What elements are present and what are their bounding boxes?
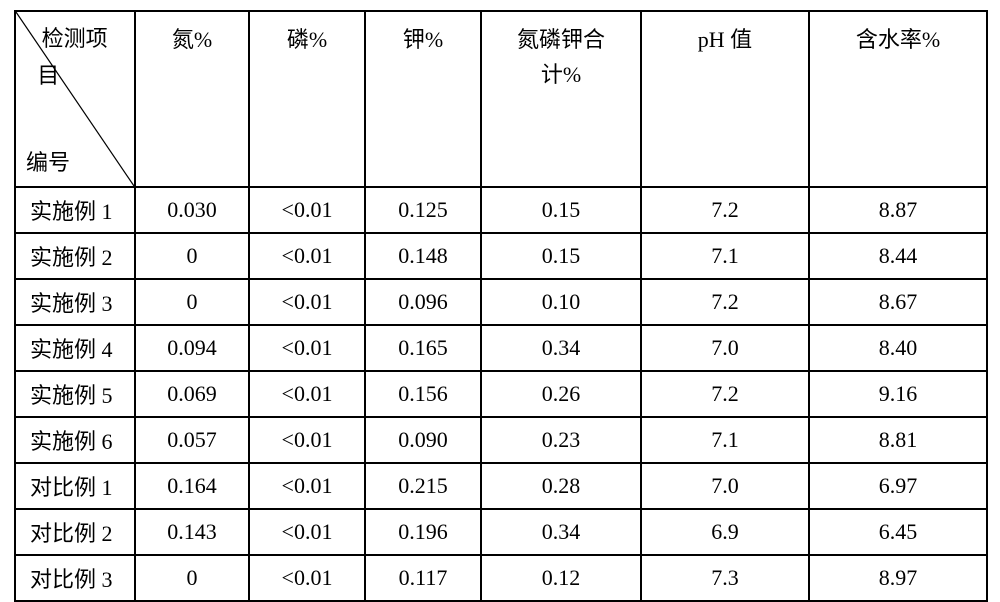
cell-ph: 7.2 (641, 187, 809, 233)
cell-ph: 7.1 (641, 233, 809, 279)
cell-n: 0 (135, 555, 249, 601)
table-row: 对比例 2 0.143 <0.01 0.196 0.34 6.9 6.45 (15, 509, 987, 555)
col-header-water: 含水率% (809, 11, 987, 187)
cell-k: 0.125 (365, 187, 481, 233)
cell-k: 0.096 (365, 279, 481, 325)
cell-id: 实施例 4 (15, 325, 135, 371)
cell-k: 0.215 (365, 463, 481, 509)
header-diagonal-cell: 检测项 目 编号 (15, 11, 135, 187)
header-diag-top-line1: 检测项 (42, 26, 108, 51)
data-table: 检测项 目 编号 氮% 磷% 钾% 氮磷钾合 计% pH 值 含水率% 实施例 … (14, 10, 988, 602)
col-header-npk-l1: 氮磷钾合 (517, 27, 605, 52)
table-row: 实施例 3 0 <0.01 0.096 0.10 7.2 8.67 (15, 279, 987, 325)
header-diag-bottom: 编号 (26, 145, 70, 180)
cell-ph: 7.1 (641, 417, 809, 463)
col-header-ph: pH 值 (641, 11, 809, 187)
cell-n: 0 (135, 279, 249, 325)
cell-p: <0.01 (249, 187, 365, 233)
cell-p: <0.01 (249, 371, 365, 417)
cell-water: 8.40 (809, 325, 987, 371)
col-header-n: 氮% (135, 11, 249, 187)
table-row: 实施例 4 0.094 <0.01 0.165 0.34 7.0 8.40 (15, 325, 987, 371)
cell-npk: 0.26 (481, 371, 641, 417)
cell-id: 实施例 3 (15, 279, 135, 325)
header-diag-top: 检测项 目 (24, 20, 124, 95)
cell-id: 对比例 2 (15, 509, 135, 555)
cell-p: <0.01 (249, 509, 365, 555)
cell-id: 实施例 2 (15, 233, 135, 279)
cell-p: <0.01 (249, 279, 365, 325)
cell-id: 对比例 1 (15, 463, 135, 509)
table-row: 对比例 1 0.164 <0.01 0.215 0.28 7.0 6.97 (15, 463, 987, 509)
cell-id: 实施例 6 (15, 417, 135, 463)
cell-p: <0.01 (249, 233, 365, 279)
table-row: 对比例 3 0 <0.01 0.117 0.12 7.3 8.97 (15, 555, 987, 601)
cell-id: 对比例 3 (15, 555, 135, 601)
cell-p: <0.01 (249, 463, 365, 509)
cell-npk: 0.10 (481, 279, 641, 325)
table-row: 实施例 5 0.069 <0.01 0.156 0.26 7.2 9.16 (15, 371, 987, 417)
cell-k: 0.148 (365, 233, 481, 279)
cell-k: 0.156 (365, 371, 481, 417)
cell-p: <0.01 (249, 325, 365, 371)
cell-ph: 7.0 (641, 325, 809, 371)
cell-ph: 6.9 (641, 509, 809, 555)
table-row: 实施例 2 0 <0.01 0.148 0.15 7.1 8.44 (15, 233, 987, 279)
cell-npk: 0.15 (481, 187, 641, 233)
page: 检测项 目 编号 氮% 磷% 钾% 氮磷钾合 计% pH 值 含水率% 实施例 … (0, 0, 1000, 593)
cell-k: 0.165 (365, 325, 481, 371)
header-diag-top-line2: 目 (37, 63, 59, 88)
cell-water: 8.81 (809, 417, 987, 463)
col-header-k: 钾% (365, 11, 481, 187)
cell-n: 0.164 (135, 463, 249, 509)
cell-n: 0.143 (135, 509, 249, 555)
cell-water: 6.45 (809, 509, 987, 555)
cell-k: 0.090 (365, 417, 481, 463)
cell-p: <0.01 (249, 555, 365, 601)
cell-water: 6.97 (809, 463, 987, 509)
col-header-npk: 氮磷钾合 计% (481, 11, 641, 187)
cell-npk: 0.34 (481, 509, 641, 555)
cell-ph: 7.2 (641, 371, 809, 417)
cell-n: 0 (135, 233, 249, 279)
cell-n: 0.069 (135, 371, 249, 417)
cell-water: 8.44 (809, 233, 987, 279)
table-header-row: 检测项 目 编号 氮% 磷% 钾% 氮磷钾合 计% pH 值 含水率% (15, 11, 987, 187)
cell-npk: 0.15 (481, 233, 641, 279)
cell-npk: 0.28 (481, 463, 641, 509)
cell-water: 8.67 (809, 279, 987, 325)
cell-n: 0.030 (135, 187, 249, 233)
table-row: 实施例 1 0.030 <0.01 0.125 0.15 7.2 8.87 (15, 187, 987, 233)
cell-npk: 0.23 (481, 417, 641, 463)
cell-npk: 0.34 (481, 325, 641, 371)
cell-id: 实施例 1 (15, 187, 135, 233)
cell-water: 9.16 (809, 371, 987, 417)
col-header-p: 磷% (249, 11, 365, 187)
cell-ph: 7.2 (641, 279, 809, 325)
cell-k: 0.196 (365, 509, 481, 555)
cell-water: 8.87 (809, 187, 987, 233)
cell-p: <0.01 (249, 417, 365, 463)
table-row: 实施例 6 0.057 <0.01 0.090 0.23 7.1 8.81 (15, 417, 987, 463)
cell-ph: 7.0 (641, 463, 809, 509)
cell-water: 8.97 (809, 555, 987, 601)
cell-n: 0.057 (135, 417, 249, 463)
col-header-npk-l2: 计% (541, 62, 581, 87)
cell-n: 0.094 (135, 325, 249, 371)
cell-ph: 7.3 (641, 555, 809, 601)
cell-id: 实施例 5 (15, 371, 135, 417)
cell-k: 0.117 (365, 555, 481, 601)
cell-npk: 0.12 (481, 555, 641, 601)
